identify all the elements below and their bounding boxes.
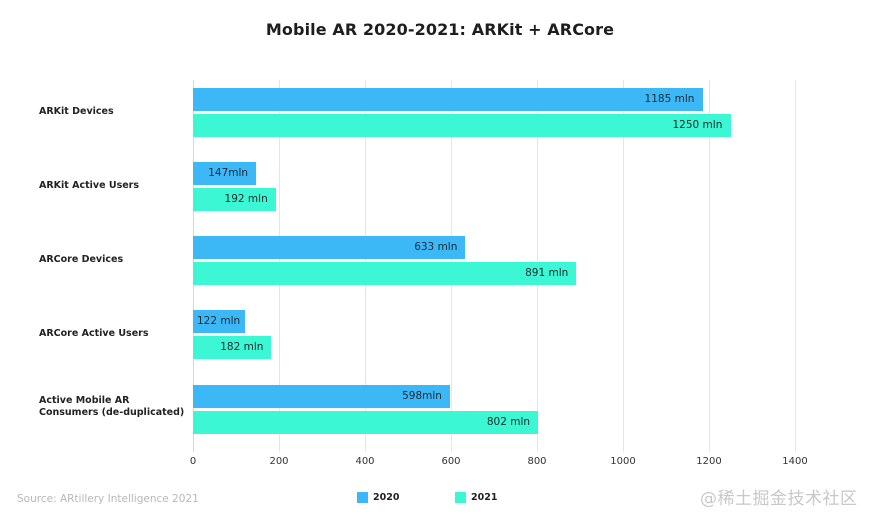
gridline xyxy=(795,80,796,452)
bar-2021 xyxy=(193,114,731,137)
bar-2021 xyxy=(193,336,272,359)
bar-2020 xyxy=(193,310,246,333)
bar-2020 xyxy=(193,162,257,185)
bar-value-label: 192 mln xyxy=(224,193,268,205)
category-label: ARKit Devices xyxy=(39,106,189,118)
category-label-line: Consumers (de-duplicated) xyxy=(39,407,185,418)
bar-2021 xyxy=(193,188,276,211)
category-label: ARKit Active Users xyxy=(39,180,189,192)
bar-2021 xyxy=(193,262,577,285)
bar-value-label: 1250 mln xyxy=(672,119,723,131)
x-tick-label: 1400 xyxy=(782,456,808,467)
bar-value-label: 633 mln xyxy=(414,241,458,253)
category-label: ARCore Active Users xyxy=(39,328,189,340)
x-tick-label: 600 xyxy=(441,456,461,467)
bar-value-label: 891 mln xyxy=(525,267,569,279)
bar-2021 xyxy=(193,411,538,434)
legend-item-2021: 2021 xyxy=(455,492,497,503)
chart-title: Mobile AR 2020-2021: ARKit + ARCore xyxy=(265,20,615,39)
gridline xyxy=(623,80,624,452)
x-tick-label: 200 xyxy=(269,456,289,467)
x-tick-label: 1200 xyxy=(696,456,722,467)
bar-value-label: 182 mln xyxy=(220,341,264,353)
legend-swatch xyxy=(357,492,368,503)
legend-item-2020: 2020 xyxy=(357,492,399,503)
bar-value-label: 1185 mln xyxy=(644,93,695,105)
category-label-line: Active Mobile AR xyxy=(39,395,130,406)
gridline xyxy=(709,80,710,452)
bar-value-label: 147mln xyxy=(208,167,249,179)
category-label: Active Mobile AR Consumers (de-duplicated… xyxy=(39,395,189,419)
category-label-line: ARKit Active Users xyxy=(39,180,140,191)
bar-value-label: 598mln xyxy=(402,390,442,402)
source-note: Source: ARtillery Intelligence 2021 xyxy=(17,493,199,505)
watermark: @稀土掘金技术社区 xyxy=(700,489,858,509)
x-tick-label: 1000 xyxy=(610,456,636,467)
x-tick-label: 400 xyxy=(355,456,375,467)
x-tick-label: 800 xyxy=(527,456,547,467)
bar-2020 xyxy=(193,236,466,259)
legend-label: 2021 xyxy=(471,492,498,503)
legend-label: 2020 xyxy=(373,492,400,503)
x-tick-label: 0 xyxy=(189,456,197,467)
bar-2020 xyxy=(193,88,703,111)
bar-2020 xyxy=(193,385,451,408)
category-label-line: ARCore Active Users xyxy=(39,328,149,339)
category-label-line: ARCore Devices xyxy=(39,254,124,265)
bar-value-label: 802 mln xyxy=(486,416,531,428)
bar-value-label: 122 mln xyxy=(197,315,241,327)
category-label: ARCore Devices xyxy=(39,254,189,266)
category-label-line: ARKit Devices xyxy=(39,106,114,117)
legend-swatch xyxy=(455,492,466,503)
